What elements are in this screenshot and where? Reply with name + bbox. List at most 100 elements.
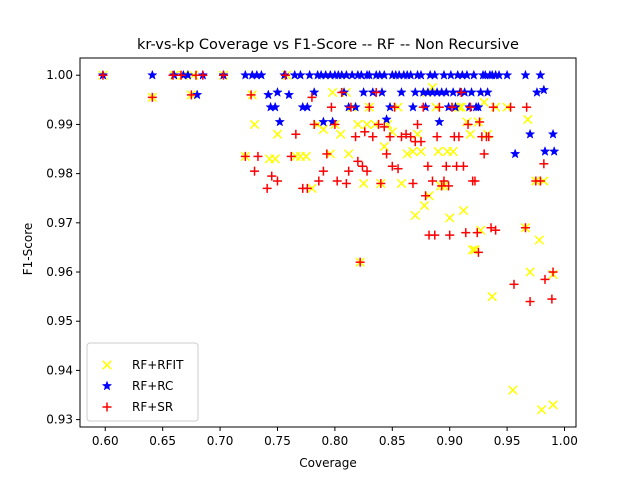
rf-sr-point xyxy=(441,161,451,171)
rf-sr-point xyxy=(346,102,356,112)
rf-rfit-point xyxy=(402,149,412,159)
rf-sr-point xyxy=(240,151,250,161)
rf-rfit-point xyxy=(249,119,260,130)
rf-rfit-point xyxy=(534,235,544,245)
rf-rfit-point xyxy=(416,146,426,157)
rf-rc-point xyxy=(531,86,543,97)
rf-sr-point xyxy=(535,176,545,186)
rf-rfit-point xyxy=(272,129,283,139)
rf-sr-point xyxy=(374,119,384,129)
rf-sr-point xyxy=(362,166,372,176)
rf-rc-point xyxy=(269,101,281,112)
rf-sr-point xyxy=(382,149,392,159)
rf-rfit-point xyxy=(525,267,535,277)
rf-rc-point xyxy=(274,116,286,127)
rf-sr-point xyxy=(387,161,397,171)
rf-sr-point xyxy=(548,267,558,277)
rf-rc-point xyxy=(283,89,295,100)
rf-sr-point xyxy=(286,151,296,161)
rf-rc-point xyxy=(538,84,550,95)
x-tick-label: 0.85 xyxy=(379,434,406,448)
rf-sr-point xyxy=(314,176,324,186)
rf-sr-point xyxy=(427,176,437,186)
rf-sr-point xyxy=(262,183,272,193)
rf-sr-point xyxy=(337,87,347,97)
rf-sr-point xyxy=(444,181,454,191)
legend-marker-rf-sr xyxy=(102,402,112,412)
rf-rc-point xyxy=(384,101,396,112)
rf-sr-point xyxy=(198,70,208,80)
rf-rc-point xyxy=(358,86,369,97)
rf-sr-point xyxy=(522,102,532,112)
rf-sr-point xyxy=(219,70,229,80)
rf-rc-point xyxy=(295,69,306,80)
rf-rfit-point xyxy=(335,129,346,139)
axis-ticks: 0.60 0.65 0.70 0.75 0.80 0.85 0.90 0.95 1.00 0.93… xyxy=(46,68,578,448)
rf-sr-point xyxy=(439,176,449,186)
rf-rc-point xyxy=(381,113,392,124)
rf-sr-point xyxy=(418,102,428,112)
rf-rc-point xyxy=(396,86,407,97)
rf-sr-point xyxy=(393,164,403,174)
rf-sr-point xyxy=(309,119,319,129)
rf-sr-point xyxy=(344,166,354,176)
y-tick-label: 0.98 xyxy=(46,167,73,181)
rf-rfit-point xyxy=(408,146,418,157)
rf-sr-point xyxy=(355,257,365,267)
rf-sr-point xyxy=(416,137,426,147)
rf-sr-point xyxy=(353,156,363,166)
rf-rc-point xyxy=(376,86,388,97)
rf-sr-point xyxy=(525,297,535,307)
rf-sr-point xyxy=(341,178,351,188)
rf-sr-point xyxy=(385,132,395,142)
rf-sr-point xyxy=(368,132,378,142)
rf-sr-point xyxy=(396,132,406,142)
rf-rc-point xyxy=(524,128,536,139)
rf-sr-point xyxy=(423,161,433,171)
rf-sr-point xyxy=(506,102,516,112)
rf-rfit-point xyxy=(419,200,430,211)
rf-rc-point xyxy=(509,148,521,159)
x-tick-label: 0.70 xyxy=(207,434,234,448)
rf-sr-point xyxy=(351,132,361,142)
x-axis-label: Coverage xyxy=(299,456,357,470)
rf-sr-point xyxy=(458,161,468,171)
rf-sr-point xyxy=(332,176,342,186)
rf-rfit-point xyxy=(456,102,466,112)
rf-sr-point xyxy=(488,102,498,112)
rf-rc-point xyxy=(302,101,313,112)
rf-rc-point xyxy=(466,86,477,97)
rf-rfit-point xyxy=(465,129,476,139)
rf-rfit-point xyxy=(523,114,533,125)
y-tick-label: 0.93 xyxy=(46,413,73,427)
rf-sr-point xyxy=(360,127,370,137)
rf-sr-point xyxy=(302,183,312,193)
rf-rc-point xyxy=(520,69,531,80)
rf-rfit-point xyxy=(343,149,354,159)
rf-sr-point xyxy=(445,230,455,240)
rf-sr-point xyxy=(326,102,336,112)
legend-marker-rf-rc xyxy=(101,380,113,391)
rf-sr-point xyxy=(520,223,530,233)
rf-rfit-point xyxy=(318,124,329,135)
rf-sr-point xyxy=(547,294,557,304)
x-tick-label: 0.80 xyxy=(322,434,349,448)
rf-sr-point xyxy=(272,176,282,186)
rf-sr-point xyxy=(267,171,277,181)
rf-sr-point xyxy=(540,274,550,284)
y-tick-label: 1.00 xyxy=(46,68,73,82)
rf-rfit-point xyxy=(270,154,280,164)
rf-rc-point xyxy=(182,69,194,80)
rf-sr-point xyxy=(479,149,489,159)
rf-rc-point xyxy=(468,69,480,80)
rf-sr-point xyxy=(357,161,367,171)
rf-rc-point xyxy=(548,145,560,156)
rf-rc-point xyxy=(539,145,551,156)
rf-sr-point xyxy=(447,102,457,112)
x-tick-label: 0.75 xyxy=(264,434,291,448)
rf-sr-point xyxy=(408,178,418,188)
y-tick-label: 0.96 xyxy=(46,265,73,279)
rf-sr-point xyxy=(486,223,496,233)
